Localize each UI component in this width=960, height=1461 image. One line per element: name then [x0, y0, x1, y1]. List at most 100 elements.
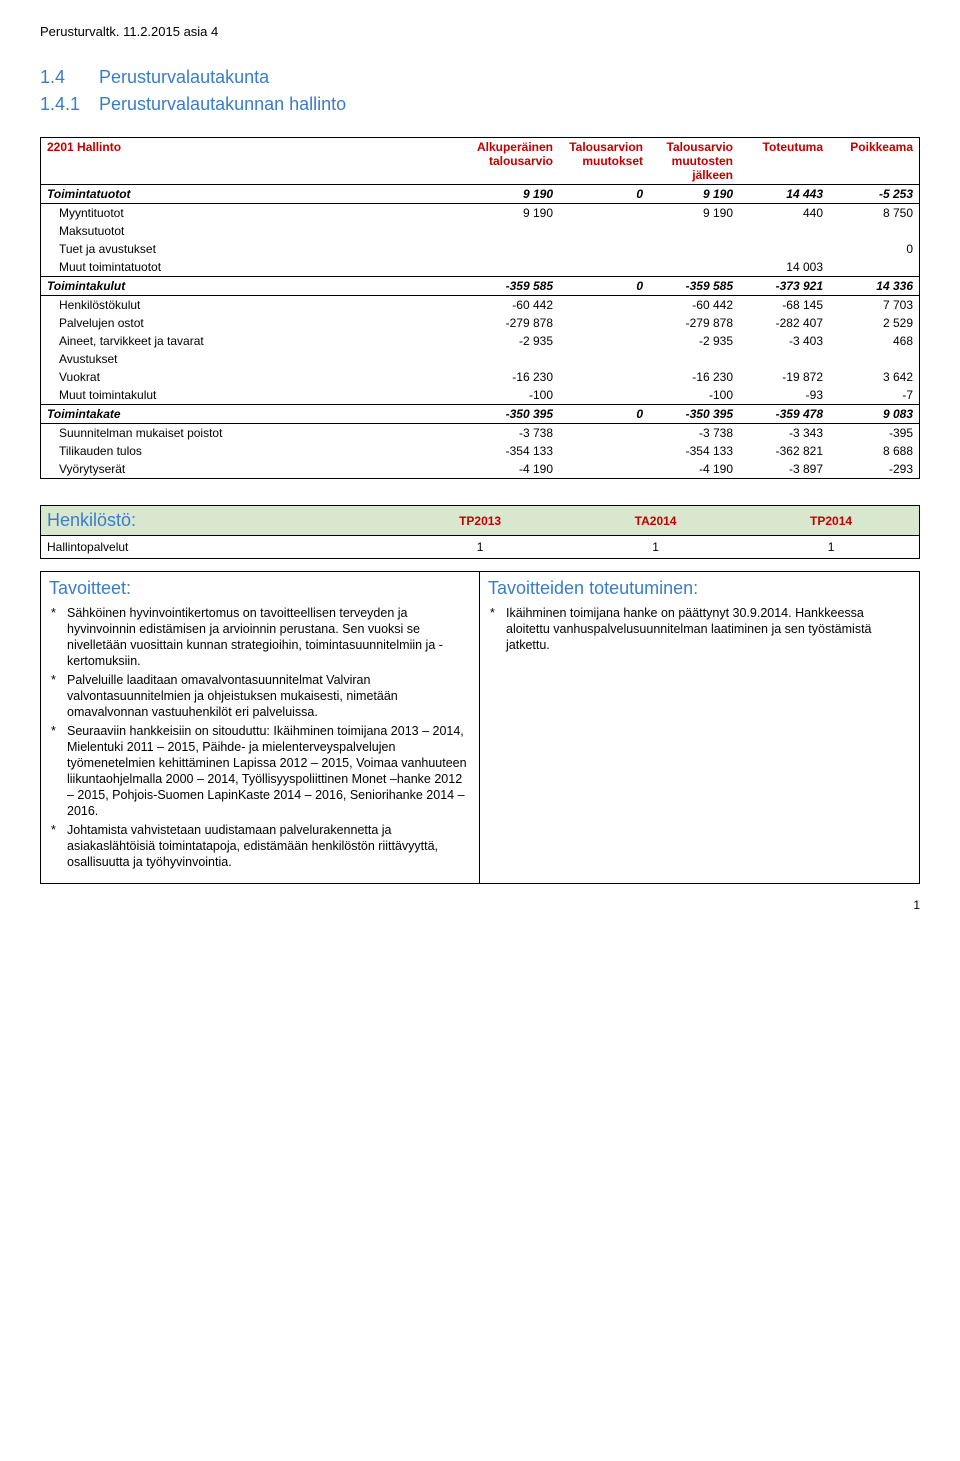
fin-sub-label: Suunnitelman mukaiset poistot — [41, 424, 469, 443]
fin-sub-value — [559, 460, 649, 478]
fin-sub-value: -293 — [829, 460, 919, 478]
fin-sub-label: Henkilöstökulut — [41, 296, 469, 315]
fin-sub-value — [559, 240, 649, 258]
fin-sub-value — [739, 222, 829, 240]
fin-sub-value — [469, 350, 559, 368]
fin-group-value: -350 395 — [469, 405, 559, 424]
fin-sub-value: -60 442 — [649, 296, 739, 315]
staff-table-wrap: Henkilöstö: TP2013 TA2014 TP2014 Hallint… — [40, 505, 920, 559]
fin-sub-value — [829, 222, 919, 240]
fin-sub-value: 3 642 — [829, 368, 919, 386]
fin-sub-value: -60 442 — [469, 296, 559, 315]
fin-sub-value — [649, 258, 739, 277]
goals-wrap: Tavoitteet: Sähköinen hyvinvointikertomu… — [40, 571, 920, 884]
fin-sub-label: Myyntituotot — [41, 204, 469, 223]
page-header: Perusturvaltk. 11.2.2015 asia 4 — [40, 24, 920, 39]
page-number: 1 — [40, 898, 920, 912]
fin-sub-row: Palvelujen ostot-279 878-279 878-282 407… — [41, 314, 919, 332]
goal-item: Palveluille laaditaan omavalvontasuunnit… — [49, 672, 471, 720]
fin-sub-value: -93 — [739, 386, 829, 405]
fin-col-3: Toteutuma — [739, 138, 829, 185]
staff-row-v0: 1 — [392, 536, 568, 559]
goals-right-list: Ikäihminen toimijana hanke on päättynyt … — [488, 605, 911, 653]
fin-col-2: Talousarvio muutosten jälkeen — [649, 138, 739, 185]
fin-group-value: -359 478 — [739, 405, 829, 424]
goals-left: Tavoitteet: Sähköinen hyvinvointikertomu… — [41, 572, 480, 883]
fin-sub-row: Vyörytyserät-4 190-4 190-3 897-293 — [41, 460, 919, 478]
fin-sub-value — [559, 442, 649, 460]
fin-sub-value: -4 190 — [469, 460, 559, 478]
fin-sub-row: Avustukset — [41, 350, 919, 368]
fin-sub-value: -2 935 — [649, 332, 739, 350]
fin-sub-value — [649, 350, 739, 368]
staff-table: Henkilöstö: TP2013 TA2014 TP2014 Hallint… — [41, 506, 919, 558]
fin-sub-row: Tilikauden tulos-354 133-354 133-362 821… — [41, 442, 919, 460]
fin-group-value: -373 921 — [739, 277, 829, 296]
financial-table-wrap: 2201 Hallinto Alkuperäinen talousarvio T… — [40, 137, 920, 479]
fin-group-value: 9 083 — [829, 405, 919, 424]
fin-group-value: 14 443 — [739, 185, 829, 204]
fin-group-value: -359 585 — [469, 277, 559, 296]
fin-group-value: -5 253 — [829, 185, 919, 204]
fin-sub-value: -7 — [829, 386, 919, 405]
fin-title-cell: 2201 Hallinto — [41, 138, 469, 185]
fin-sub-value: -19 872 — [739, 368, 829, 386]
fin-sub-value: -354 133 — [649, 442, 739, 460]
fin-sub-value: -4 190 — [649, 460, 739, 478]
fin-sub-value: -3 738 — [469, 424, 559, 443]
fin-sub-value: -3 403 — [739, 332, 829, 350]
financial-table: 2201 Hallinto Alkuperäinen talousarvio T… — [41, 138, 919, 478]
fin-sub-value: 8 750 — [829, 204, 919, 223]
fin-sub-value: -395 — [829, 424, 919, 443]
fin-sub-value: 14 003 — [739, 258, 829, 277]
fin-sub-value — [829, 258, 919, 277]
section-heading: 1.4 Perusturvalautakunta — [40, 67, 920, 88]
fin-sub-value: -100 — [649, 386, 739, 405]
fin-sub-value: -2 935 — [469, 332, 559, 350]
staff-row: Hallintopalvelut 1 1 1 — [41, 536, 919, 559]
fin-sub-value: -354 133 — [469, 442, 559, 460]
fin-sub-row: Suunnitelman mukaiset poistot-3 738-3 73… — [41, 424, 919, 443]
fin-sub-value — [559, 350, 649, 368]
fin-sub-value — [559, 332, 649, 350]
fin-sub-value: -68 145 — [739, 296, 829, 315]
fin-group-value: -350 395 — [649, 405, 739, 424]
staff-row-label: Hallintopalvelut — [41, 536, 392, 559]
fin-group-row: Toimintatuotot9 19009 19014 443-5 253 — [41, 185, 919, 204]
fin-sub-value — [829, 350, 919, 368]
fin-sub-value — [559, 204, 649, 223]
fin-sub-value: 0 — [829, 240, 919, 258]
fin-sub-label: Aineet, tarvikkeet ja tavarat — [41, 332, 469, 350]
fin-sub-value — [469, 240, 559, 258]
fin-sub-value: 7 703 — [829, 296, 919, 315]
subsection-title: Perusturvalautakunnan hallinto — [99, 94, 346, 114]
fin-sub-value: -282 407 — [739, 314, 829, 332]
staff-title: Henkilöstö: — [41, 506, 392, 536]
fin-col-4: Poikkeama — [829, 138, 919, 185]
fin-sub-value: 9 190 — [469, 204, 559, 223]
fin-sub-value: -3 343 — [739, 424, 829, 443]
fin-sub-value — [559, 386, 649, 405]
fin-group-row: Toimintakulut-359 5850-359 585-373 92114… — [41, 277, 919, 296]
fin-sub-value — [559, 296, 649, 315]
subsection-number: 1.4.1 — [40, 94, 94, 115]
fin-sub-value — [559, 222, 649, 240]
fin-sub-label: Vyörytyserät — [41, 460, 469, 478]
fin-sub-value — [559, 258, 649, 277]
fin-sub-value — [739, 240, 829, 258]
fin-sub-value: -279 878 — [649, 314, 739, 332]
section-title: Perusturvalautakunta — [99, 67, 269, 87]
fin-sub-row: Aineet, tarvikkeet ja tavarat-2 935-2 93… — [41, 332, 919, 350]
goals-right: Tavoitteiden toteutuminen: Ikäihminen to… — [480, 572, 919, 883]
fin-sub-value: 2 529 — [829, 314, 919, 332]
fin-group-label: Toimintatuotot — [41, 185, 469, 204]
fin-sub-value: -279 878 — [469, 314, 559, 332]
fin-sub-value: 440 — [739, 204, 829, 223]
fin-group-value: 0 — [559, 185, 649, 204]
fin-sub-label: Tilikauden tulos — [41, 442, 469, 460]
staff-row-v2: 1 — [743, 536, 919, 559]
goal-item: Johtamista vahvistetaan uudistamaan palv… — [49, 822, 471, 870]
fin-sub-row: Muut toimintatuotot14 003 — [41, 258, 919, 277]
fin-sub-row: Muut toimintakulut-100-100-93-7 — [41, 386, 919, 405]
staff-col-2: TP2014 — [743, 506, 919, 536]
